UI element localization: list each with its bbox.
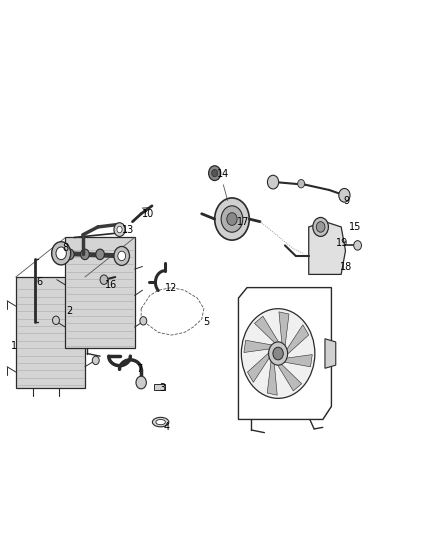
- Circle shape: [354, 241, 361, 250]
- Circle shape: [215, 198, 249, 240]
- Text: 18: 18: [340, 262, 353, 271]
- Text: 15: 15: [349, 222, 361, 232]
- Text: 5: 5: [203, 317, 209, 327]
- Text: 12: 12: [165, 282, 178, 293]
- Circle shape: [117, 227, 122, 233]
- Text: 10: 10: [141, 209, 154, 219]
- Text: 14: 14: [217, 169, 230, 179]
- Text: 20: 20: [293, 325, 305, 335]
- Circle shape: [114, 223, 125, 237]
- Circle shape: [298, 180, 304, 188]
- Text: 13: 13: [122, 224, 134, 235]
- Circle shape: [56, 247, 66, 260]
- Text: 4: 4: [164, 422, 170, 432]
- Circle shape: [81, 249, 89, 260]
- Circle shape: [268, 175, 279, 189]
- Text: 2: 2: [67, 306, 73, 316]
- Polygon shape: [286, 325, 309, 356]
- Ellipse shape: [156, 419, 166, 425]
- Circle shape: [52, 241, 71, 265]
- Text: 8: 8: [63, 243, 68, 253]
- Circle shape: [96, 249, 104, 260]
- Polygon shape: [247, 351, 271, 382]
- Circle shape: [241, 309, 315, 398]
- Polygon shape: [325, 339, 336, 368]
- Circle shape: [140, 317, 147, 325]
- Text: 7: 7: [136, 365, 142, 374]
- Polygon shape: [66, 238, 134, 348]
- Text: 1: 1: [11, 341, 17, 351]
- Circle shape: [221, 206, 243, 232]
- Polygon shape: [276, 363, 302, 391]
- Polygon shape: [244, 340, 274, 352]
- Text: 6: 6: [36, 277, 42, 287]
- Text: 3: 3: [160, 383, 166, 393]
- Text: 16: 16: [105, 280, 117, 290]
- Circle shape: [339, 189, 350, 202]
- Circle shape: [100, 275, 108, 285]
- Circle shape: [114, 246, 130, 265]
- Circle shape: [92, 294, 99, 302]
- Polygon shape: [282, 354, 312, 367]
- Circle shape: [313, 217, 328, 237]
- Circle shape: [227, 213, 237, 225]
- Circle shape: [208, 166, 221, 181]
- Ellipse shape: [152, 417, 169, 427]
- Text: 9: 9: [343, 196, 350, 206]
- Polygon shape: [254, 316, 280, 344]
- Circle shape: [316, 222, 325, 232]
- Polygon shape: [279, 312, 289, 349]
- Text: 19: 19: [336, 238, 348, 248]
- Circle shape: [118, 251, 126, 261]
- Text: 17: 17: [237, 217, 249, 227]
- Circle shape: [66, 249, 74, 260]
- Circle shape: [212, 169, 218, 177]
- Polygon shape: [309, 222, 346, 274]
- Circle shape: [268, 342, 288, 365]
- Circle shape: [136, 376, 146, 389]
- Polygon shape: [238, 288, 332, 419]
- Circle shape: [92, 356, 99, 365]
- Polygon shape: [267, 358, 277, 395]
- Polygon shape: [154, 384, 165, 391]
- Polygon shape: [16, 277, 85, 388]
- Circle shape: [53, 316, 60, 325]
- Circle shape: [273, 347, 283, 360]
